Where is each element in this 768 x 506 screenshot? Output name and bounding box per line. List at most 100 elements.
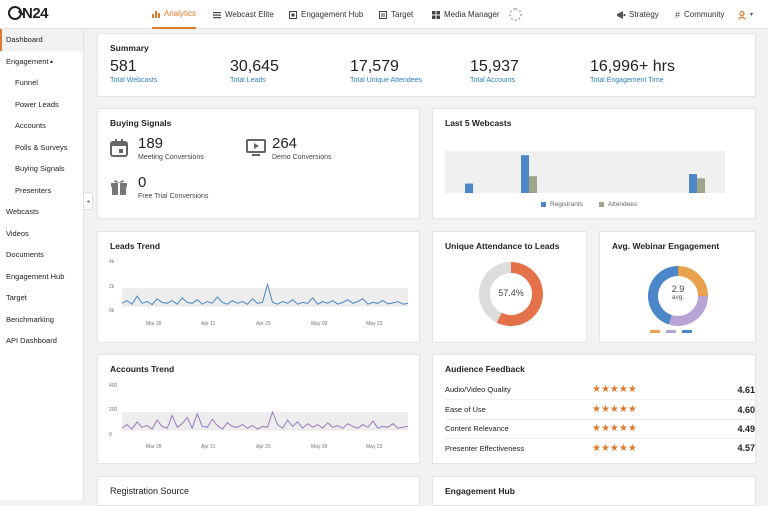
legend-registrants: Registrants	[550, 201, 583, 208]
user-menu[interactable]: ▾	[738, 0, 753, 29]
avg-engagement-title: Avg. Webinar Engagement	[612, 241, 720, 251]
sidebar-item-engagement[interactable]: Engagement ▴	[0, 51, 83, 73]
sidebar-item-target[interactable]: Target	[0, 287, 83, 309]
nav-strategy[interactable]: Strategy	[617, 0, 659, 29]
sidebar-collapse-button[interactable]: ◂	[83, 192, 93, 210]
demo-conversions-label: Demo Conversions	[272, 154, 332, 161]
stat-total-webcasts-label[interactable]: Total Webcasts	[110, 77, 158, 84]
accounts-xtick: Apr 11	[201, 444, 216, 450]
avg-engagement-legend	[650, 330, 692, 333]
stat-engagement-time-label[interactable]: Total Engagement Time	[590, 77, 664, 84]
sidebar-item-label: Videos	[6, 228, 29, 238]
engagement-hub-title: Engagement Hub	[445, 486, 515, 496]
free-trial-conversions-label: Free Trial Conversions	[138, 193, 209, 200]
unique-attendance-title: Unique Attendance to Leads	[445, 241, 560, 251]
engagement-hub-card: Engagement Hub	[432, 476, 756, 506]
donut-slice	[648, 266, 679, 325]
demo-conversions-value: 264	[272, 135, 298, 152]
bar-registrants	[689, 174, 697, 193]
accounts-ytick: 400	[109, 383, 118, 389]
star-rating-icon: ★★★★★	[592, 442, 637, 454]
sidebar-item-power-leads[interactable]: Power Leads	[0, 94, 83, 116]
sidebar-item-polls-surveys[interactable]: Polls & Surveys	[0, 137, 83, 159]
leads-xtick: May 23	[366, 321, 383, 327]
sidebar-item-dashboard[interactable]: Dashboard	[0, 29, 83, 51]
sidebar-item-label: Presenters	[15, 185, 52, 195]
accounts-ytick: 200	[109, 407, 118, 413]
avg-engagement-card: Avg. Webinar Engagement 2.9 avg.	[599, 231, 756, 343]
nav-analytics-label: Analytics	[164, 9, 197, 18]
bar-chart-icon	[152, 10, 160, 18]
audience-feedback-card: Audience Feedback Audio/Video Quality ★★…	[432, 354, 757, 464]
unique-attendance-donut	[479, 262, 543, 326]
accounts-xtick: Apr 25	[256, 444, 271, 450]
registration-source-title: Registration Source	[110, 486, 190, 496]
free-trial-conversions-value: 0	[138, 174, 147, 191]
sidebar-item-label: Engagement Hub	[6, 271, 65, 281]
leads-xtick: Apr 25	[256, 321, 271, 327]
sidebar-item-engagement-hub[interactable]: Engagement Hub	[0, 266, 83, 288]
stat-unique-attendees-value: 17,579	[350, 58, 399, 75]
sidebar-item-videos[interactable]: Videos	[0, 223, 83, 245]
sidebar-item-funnel[interactable]: Funnel	[0, 72, 83, 94]
document-icon	[379, 10, 387, 19]
sidebar-item-label: Documents	[6, 250, 44, 260]
sidebar-item-api-dashboard[interactable]: API Dashboard	[0, 330, 83, 352]
sidebar-item-documents[interactable]: Documents	[0, 244, 83, 266]
donut-slice	[496, 262, 543, 326]
sidebar-item-buying-signals[interactable]: Buying Signals	[0, 158, 83, 180]
chevron-down-icon: ▾	[750, 12, 754, 18]
summary-card: Summary 581 Total Webcasts 30,645 Total …	[97, 33, 756, 97]
star-rating-icon: ★★★★★	[592, 384, 637, 395]
sidebar-item-label: Webcasts	[6, 207, 39, 217]
frame-icon	[289, 10, 297, 19]
feedback-label: Ease of Use	[445, 405, 486, 414]
leads-trend-chart	[122, 282, 408, 307]
leads-ytick: 2k	[109, 284, 115, 290]
avg-engagement-value: 2.9	[671, 284, 685, 294]
star-rating-icon: ★★★★★	[592, 404, 637, 415]
nav-analytics[interactable]: Analytics	[152, 0, 197, 29]
avg-engagement-subtext: avg.	[671, 294, 685, 301]
gift-icon	[110, 178, 128, 201]
star-rating-icon: ★★★★★	[592, 423, 637, 434]
last-5-webcasts-card: Last 5 Webcasts Registrants Attendees	[432, 108, 756, 219]
sidebar-item-label: Target	[6, 293, 27, 303]
trend-line	[122, 282, 408, 306]
sidebar-item-webcasts[interactable]: Webcasts	[0, 201, 83, 223]
nav-target-label: Target	[391, 10, 414, 19]
audience-feedback-title: Audience Feedback	[445, 364, 525, 374]
unique-attendance-card: Unique Attendance to Leads 57.4%	[432, 231, 587, 343]
megaphone-icon	[617, 10, 626, 19]
sidebar-item-presenters[interactable]: Presenters	[0, 180, 83, 202]
list-icon	[213, 11, 221, 19]
stat-total-accounts-label[interactable]: Total Accounts	[470, 77, 516, 84]
sidebar-item-label: API Dashboard	[6, 336, 57, 346]
sidebar-item-label: Power Leads	[15, 99, 59, 109]
nav-target[interactable]: Target	[379, 0, 413, 29]
nav-media-manager-label: Media Manager	[444, 10, 500, 19]
sidebar-item-label: Funnel	[15, 78, 38, 88]
nav-webcast-elite-label: Webcast Elite	[225, 10, 274, 19]
feedback-row: Presenter Effectiveness ★★★★★ 4.57	[445, 438, 757, 458]
stat-total-webcasts-value: 581	[110, 58, 137, 75]
feedback-row: Content Relevance ★★★★★ 4.49	[445, 419, 757, 439]
donut-slice	[677, 266, 708, 297]
summary-title: Summary	[110, 43, 149, 53]
sidebar-item-label: Benchmarking	[6, 314, 54, 324]
accounts-xtick: May 23	[366, 444, 383, 450]
on24-logo[interactable]: N24	[8, 5, 49, 22]
stat-total-leads-label[interactable]: Total Leads	[230, 77, 266, 84]
leads-ytick: 0k	[109, 308, 115, 314]
sidebar-item-accounts[interactable]: Accounts	[0, 115, 83, 137]
nav-webcast-elite[interactable]: Webcast Elite	[213, 0, 274, 29]
stat-total-accounts-value: 15,937	[470, 58, 519, 75]
feedback-label: Audio/Video Quality	[445, 385, 511, 394]
nav-community[interactable]: # Community	[675, 0, 724, 29]
nav-engagement-hub[interactable]: Engagement Hub	[289, 0, 363, 29]
nav-media-manager[interactable]: Media Manager	[432, 0, 500, 29]
sidebar-item-benchmarking[interactable]: Benchmarking	[0, 309, 83, 331]
user-icon	[738, 10, 746, 20]
buying-signals-card: Buying Signals 189 Meeting Conversions 2…	[97, 108, 420, 219]
stat-unique-attendees-label[interactable]: Total Unique Attendees	[350, 77, 422, 84]
